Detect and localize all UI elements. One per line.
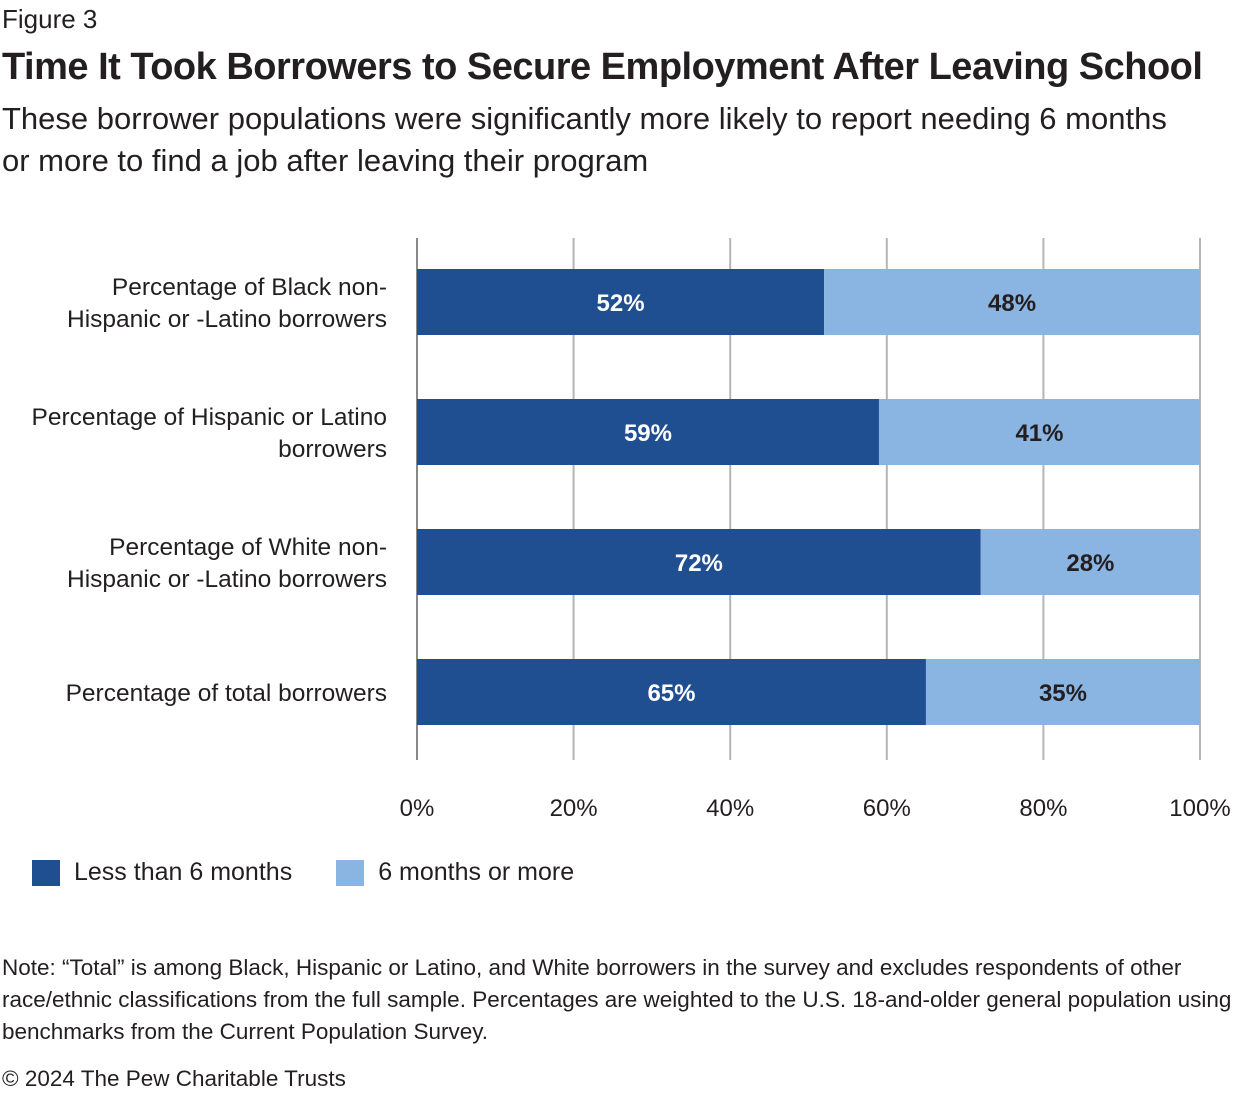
copyright: © 2024 The Pew Charitable Trusts: [2, 1066, 346, 1091]
bar-less-than-6-months: [417, 659, 926, 725]
data-label: 72%: [675, 550, 723, 577]
bar-6-months-or-more: [925, 659, 1200, 725]
data-label: 59%: [624, 420, 672, 447]
x-tick-label: 0%: [400, 795, 435, 822]
data-label: 65%: [647, 680, 695, 707]
bar-6-months-or-more: [878, 399, 1200, 465]
x-tick-label: 40%: [706, 795, 754, 822]
category-label: Percentage of Hispanic or Latino: [32, 404, 387, 431]
legend: Less than 6 months 6 months or more: [32, 858, 618, 887]
chart-title: Time It Took Borrowers to Secure Employm…: [2, 46, 1203, 88]
category-label: Percentage of White non-: [109, 534, 387, 561]
legend-swatch-less-than-6-months: [32, 859, 60, 886]
chart-note: Note: “Total” is among Black, Hispanic o…: [2, 955, 1232, 1044]
data-label: 52%: [597, 290, 645, 317]
legend-item-6-months-or-more: 6 months or more: [336, 858, 574, 887]
data-label: 28%: [1066, 550, 1114, 577]
bar-less-than-6-months: [417, 399, 879, 465]
x-tick-label: 100%: [1169, 795, 1230, 822]
bar-6-months-or-more: [824, 269, 1200, 335]
stacked-bar-chart: 0% 20% 40% 60% 80% 100% 52% 48% Percentage of Bl…: [32, 238, 1231, 822]
bar-6-months-or-more: [980, 529, 1200, 595]
bar-less-than-6-months: [417, 269, 825, 335]
legend-item-less-than-6-months: Less than 6 months: [32, 858, 292, 887]
category-label: Hispanic or -Latino borrowers: [67, 566, 387, 593]
x-tick-label: 60%: [863, 795, 911, 822]
data-label: 35%: [1039, 680, 1087, 707]
legend-swatch-6-months-or-more: [336, 859, 365, 886]
bar-less-than-6-months: [417, 529, 981, 595]
category-label: Percentage of total borrowers: [66, 680, 387, 707]
figure-label: Figure 3: [2, 4, 98, 34]
chart-subtitle: These borrower populations were signific…: [2, 101, 1167, 178]
x-tick-label: 20%: [550, 795, 598, 822]
legend-label: 6 months or more: [378, 858, 575, 886]
data-label: 48%: [988, 290, 1036, 317]
legend-label: Less than 6 months: [74, 858, 293, 886]
x-tick-label: 80%: [1019, 795, 1067, 822]
category-label: borrowers: [278, 436, 387, 463]
data-label: 41%: [1015, 420, 1063, 447]
category-label: Percentage of Black non-: [112, 274, 387, 301]
category-label: Hispanic or -Latino borrowers: [67, 306, 387, 333]
